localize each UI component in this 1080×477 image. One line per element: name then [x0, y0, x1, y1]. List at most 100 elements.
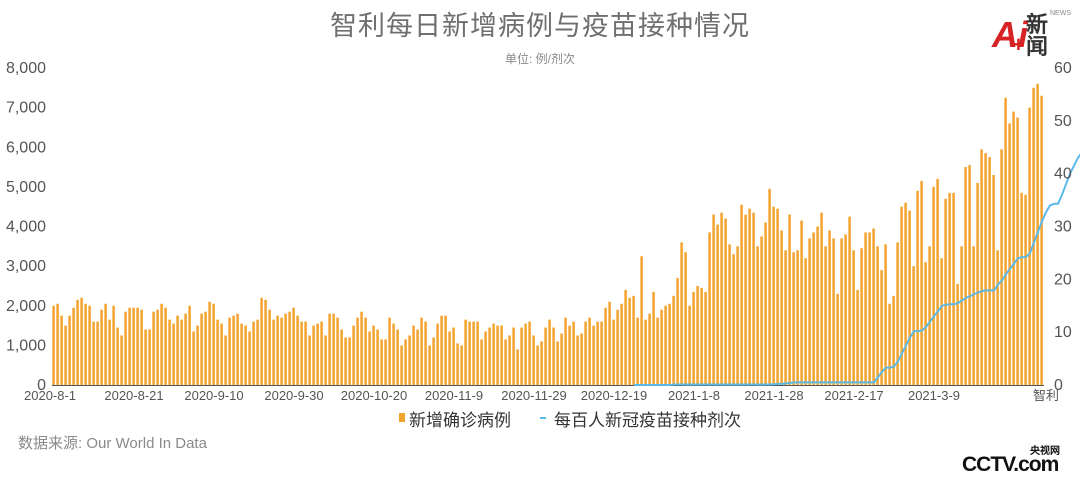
- case-bar: [780, 230, 783, 385]
- case-bar: [108, 319, 111, 385]
- case-bar: [884, 244, 887, 385]
- case-bar: [744, 214, 747, 385]
- case-bar: [1024, 194, 1027, 385]
- case-bar: [300, 321, 303, 385]
- case-bar: [688, 305, 691, 385]
- case-bar: [528, 321, 531, 385]
- case-bar: [660, 309, 663, 385]
- case-bar: [584, 321, 587, 385]
- case-bar: [148, 329, 151, 385]
- case-bar: [260, 297, 263, 385]
- case-bar: [164, 307, 167, 385]
- case-bar: [820, 212, 823, 385]
- case-bar: [948, 192, 951, 385]
- case-bar: [292, 307, 295, 385]
- case-bar: [1020, 192, 1023, 385]
- y-right-tick-label: 40: [1054, 166, 1072, 183]
- case-bar: [760, 236, 763, 385]
- case-bar: [920, 180, 923, 385]
- case-bar: [532, 335, 535, 385]
- case-bar: [664, 305, 667, 385]
- case-bar: [284, 313, 287, 386]
- case-bar: [540, 341, 543, 385]
- x-tick-label: 2021-2-17: [824, 388, 883, 403]
- case-bar: [296, 315, 299, 385]
- case-bar: [192, 331, 195, 385]
- case-bar: [424, 321, 427, 385]
- cctv-logo: 央视网 CCTV.com: [962, 442, 1074, 476]
- case-bar: [488, 327, 491, 385]
- case-bar: [380, 339, 383, 385]
- case-bar: [708, 232, 711, 385]
- case-bar: [176, 315, 179, 385]
- case-bar: [556, 341, 559, 385]
- case-bar: [916, 190, 919, 385]
- case-bar: [628, 297, 631, 385]
- case-bar: [832, 238, 835, 385]
- case-bar: [96, 321, 99, 385]
- case-bar: [560, 333, 563, 385]
- case-bar: [936, 178, 939, 385]
- case-bar: [764, 222, 767, 385]
- case-bar: [652, 291, 655, 385]
- x-end-label: 智利: [1033, 388, 1059, 403]
- case-bar: [68, 315, 71, 385]
- case-bar: [712, 214, 715, 385]
- case-bar: [680, 242, 683, 385]
- case-bar: [388, 317, 391, 385]
- case-bar: [64, 325, 67, 385]
- x-tick-label: 2020-10-20: [341, 388, 408, 403]
- ai-news-logo: Ai + 新闻 NEWS: [992, 8, 1072, 58]
- case-bar: [212, 303, 215, 385]
- case-bar: [384, 339, 387, 385]
- case-bar: [440, 315, 443, 385]
- case-bar: [200, 313, 203, 386]
- case-bar: [320, 321, 323, 385]
- case-bar: [1032, 87, 1035, 385]
- case-bar: [676, 278, 679, 385]
- case-bar: [944, 198, 947, 385]
- case-bar: [888, 303, 891, 385]
- case-bar: [732, 254, 735, 385]
- case-bar: [132, 307, 135, 385]
- case-bar: [76, 299, 79, 385]
- case-bar: [1004, 97, 1007, 385]
- case-bar: [368, 331, 371, 385]
- case-bar: [900, 206, 903, 385]
- case-bar: [596, 321, 599, 385]
- case-bar: [420, 317, 423, 385]
- case-bar: [684, 252, 687, 385]
- case-bar: [580, 333, 583, 385]
- legend-vaccination-label: 每百人新冠疫苗接种剂次: [554, 411, 741, 430]
- case-bar: [328, 313, 331, 386]
- case-bar: [908, 210, 911, 385]
- case-bar: [252, 321, 255, 385]
- case-bar: [616, 309, 619, 385]
- case-bar: [800, 220, 803, 385]
- case-bar: [892, 295, 895, 385]
- case-bar: [492, 323, 495, 385]
- case-bar: [80, 297, 83, 385]
- case-bar: [728, 244, 731, 385]
- case-bar: [952, 192, 955, 385]
- x-tick-label: 2020-9-30: [264, 388, 323, 403]
- case-bar: [184, 313, 187, 386]
- case-bar: [264, 299, 267, 385]
- x-tick-label: 2020-8-1: [24, 388, 76, 403]
- case-bar: [564, 317, 567, 385]
- case-bar: [120, 335, 123, 385]
- case-bar: [324, 335, 327, 385]
- case-bar: [700, 287, 703, 385]
- case-bar: [864, 232, 867, 385]
- case-bar: [376, 329, 379, 385]
- case-bar: [396, 329, 399, 385]
- case-bar: [404, 339, 407, 385]
- case-bar: [352, 325, 355, 385]
- case-bar: [240, 323, 243, 385]
- case-bar: [308, 335, 311, 385]
- case-bar: [624, 289, 627, 385]
- case-bar: [896, 242, 899, 385]
- case-bar: [824, 246, 827, 385]
- case-bar: [92, 321, 95, 385]
- case-bar: [1028, 107, 1031, 386]
